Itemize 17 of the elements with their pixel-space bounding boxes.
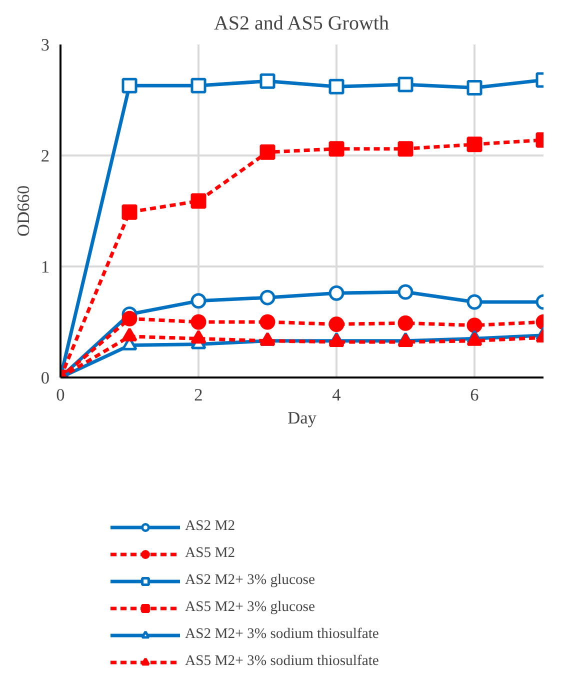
x-tick-label: 2: [194, 386, 203, 404]
x-tick-label: 0: [56, 386, 65, 404]
x-tick-label: 6: [470, 386, 480, 404]
y-axis-title: OD660: [14, 185, 33, 237]
legend-label: AS2 M2+ 3% sodium thiosulfate: [185, 626, 379, 643]
y-tick-label: 1: [40, 258, 50, 276]
y-tick-label: 3: [40, 36, 50, 54]
legend-label: AS5 M2+ 3% glucose: [185, 599, 315, 616]
x-tick-label: 4: [332, 386, 342, 404]
chart-title: AS2 and AS5 Growth: [214, 12, 389, 34]
legend-label: AS2 M2+ 3% glucose: [185, 572, 315, 589]
x-axis-title: Day: [288, 408, 317, 428]
legend-label: AS5 M2: [185, 545, 236, 562]
y-tick-label: 2: [40, 146, 50, 166]
legend-label: AS5 M2+ 3% sodium thiosulfate: [185, 653, 379, 670]
legend-label: AS2 M2: [185, 518, 236, 535]
y-tick-label: 0: [40, 368, 50, 388]
